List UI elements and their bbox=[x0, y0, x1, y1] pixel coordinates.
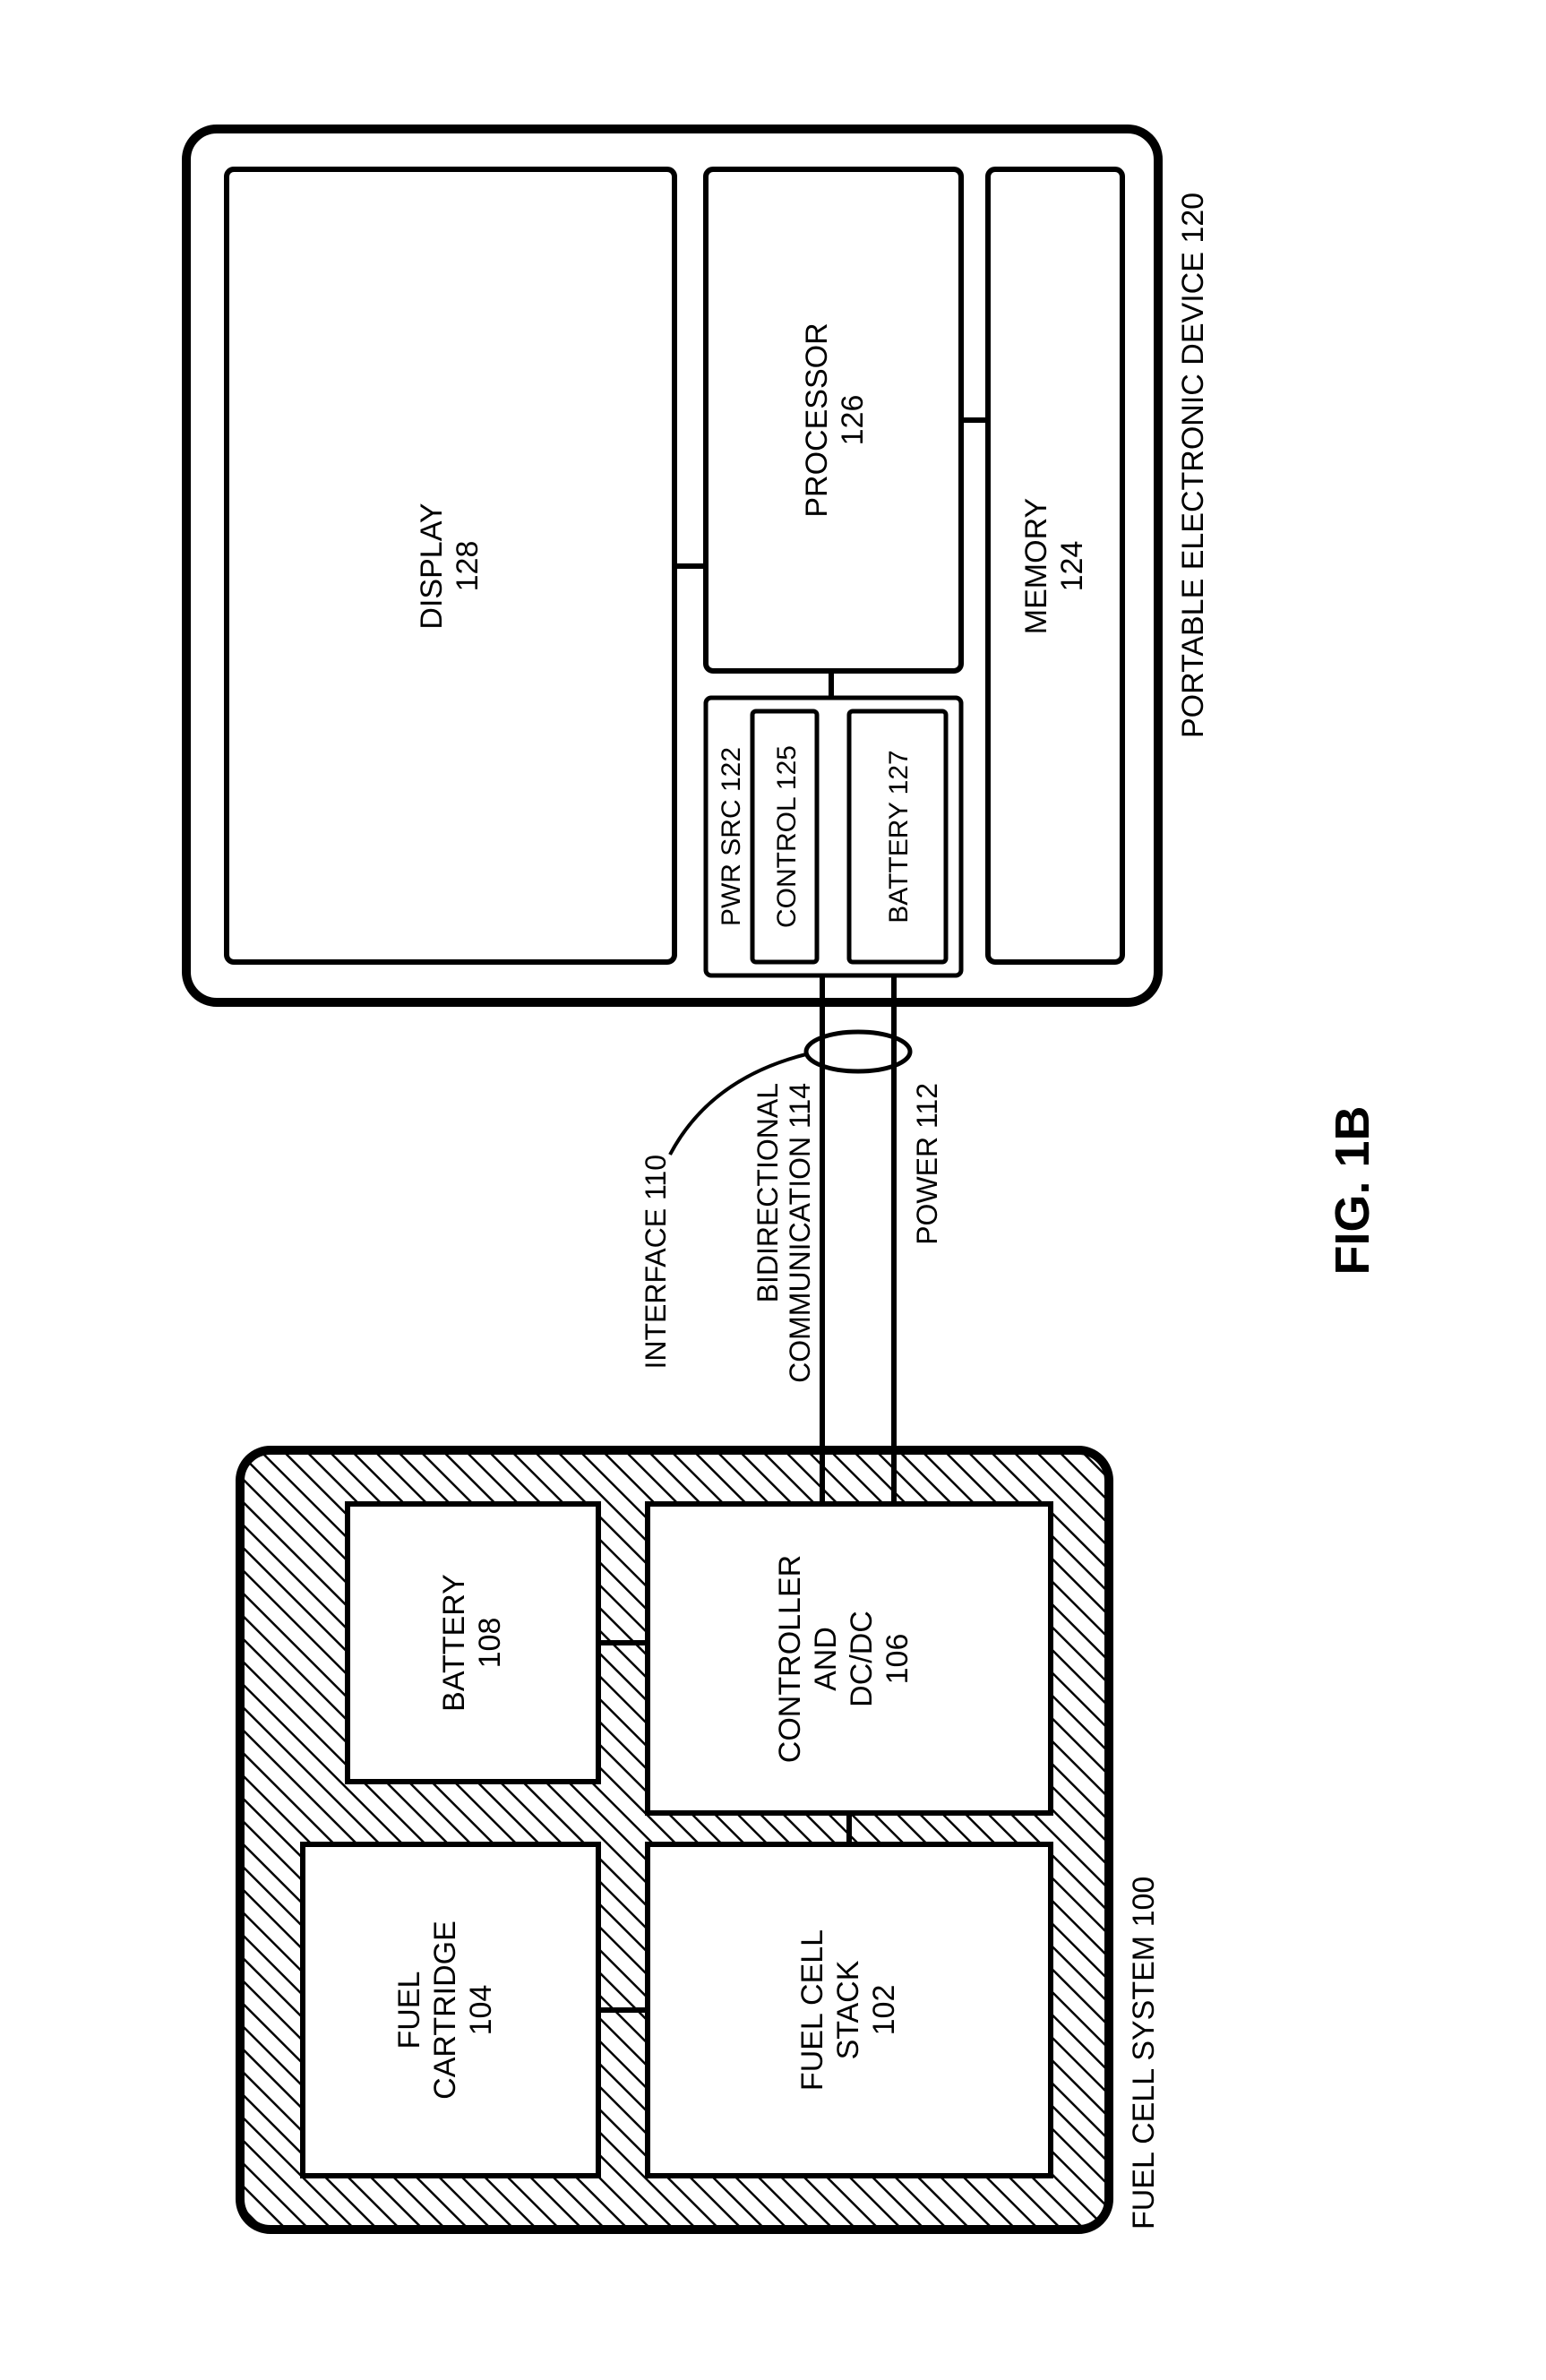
controller-l2: AND bbox=[809, 1627, 843, 1691]
fuel-cell-caption: FUEL CELL SYSTEM 100 bbox=[1127, 1876, 1161, 2229]
processor-l2: 126 bbox=[836, 394, 870, 445]
memory-block: MEMORY 124 bbox=[988, 169, 1122, 962]
controller-block: CONTROLLER AND DC/DC 106 bbox=[648, 1504, 1051, 1813]
portable-device: DISPLAY 128 PWR SRC 122 CONTROL 125 BATT… bbox=[186, 129, 1210, 1002]
fc-stack-l3: 102 bbox=[867, 1984, 901, 2035]
display-l1: DISPLAY bbox=[415, 503, 449, 629]
fc-stack-l2: STACK bbox=[831, 1960, 865, 2059]
control-l1: CONTROL 125 bbox=[772, 745, 802, 928]
interface-label: INTERFACE 110 bbox=[640, 1155, 672, 1369]
power-label: POWER 112 bbox=[911, 1083, 943, 1245]
processor-block: PROCESSOR 126 bbox=[706, 169, 961, 671]
fc-stack-l1: FUEL CELL bbox=[795, 1929, 829, 2090]
fc-battery-block: BATTERY 108 bbox=[348, 1504, 598, 1782]
controller-l3: DC/DC bbox=[845, 1611, 879, 1707]
processor-l1: PROCESSOR bbox=[800, 322, 834, 517]
fc-battery-l1: BATTERY bbox=[437, 1574, 471, 1712]
fuel-cartridge-l1: FUEL bbox=[392, 1971, 426, 2049]
fuel-cartridge-block: FUEL CARTRIDGE 104 bbox=[303, 1844, 598, 2176]
memory-l2: 124 bbox=[1055, 540, 1089, 591]
fuel-cartridge-l3: 104 bbox=[464, 1984, 498, 2035]
dev-battery-l1: BATTERY 127 bbox=[884, 750, 914, 923]
fc-battery-l2: 108 bbox=[473, 1617, 507, 1668]
display-l2: 128 bbox=[451, 540, 485, 591]
memory-l1: MEMORY bbox=[1019, 497, 1053, 633]
fuel-cell-system: FUEL CARTRIDGE 104 BATTERY 108 FUEL CELL… bbox=[240, 1450, 1161, 2230]
diagram-stage: FUEL CARTRIDGE 104 BATTERY 108 FUEL CELL… bbox=[115, 71, 1431, 2310]
fuel-cell-stack-block: FUEL CELL STACK 102 bbox=[648, 1844, 1051, 2176]
controller-l1: CONTROLLER bbox=[773, 1554, 807, 1762]
bidir-l2: COMMUNICATION 114 bbox=[784, 1083, 816, 1383]
fuel-cartridge-l2: CARTRIDGE bbox=[428, 1920, 462, 2100]
controller-l4: 106 bbox=[880, 1633, 915, 1684]
pwrsrc-l1: PWR SRC 122 bbox=[717, 746, 746, 925]
interface-links: INTERFACE 110 BIDIRECTIONAL COMMUNICATIO… bbox=[640, 975, 943, 1504]
diagram-svg: FUEL CARTRIDGE 104 BATTERY 108 FUEL CELL… bbox=[115, 71, 1431, 2310]
pwr-src-block: PWR SRC 122 CONTROL 125 BATTERY 127 bbox=[706, 698, 961, 975]
device-caption: PORTABLE ELECTRONIC DEVICE 120 bbox=[1176, 192, 1210, 737]
bidir-l1: BIDIRECTIONAL bbox=[752, 1083, 784, 1302]
figure-label: FIG. 1B bbox=[1326, 1105, 1379, 1275]
display-block: DISPLAY 128 bbox=[227, 169, 674, 962]
